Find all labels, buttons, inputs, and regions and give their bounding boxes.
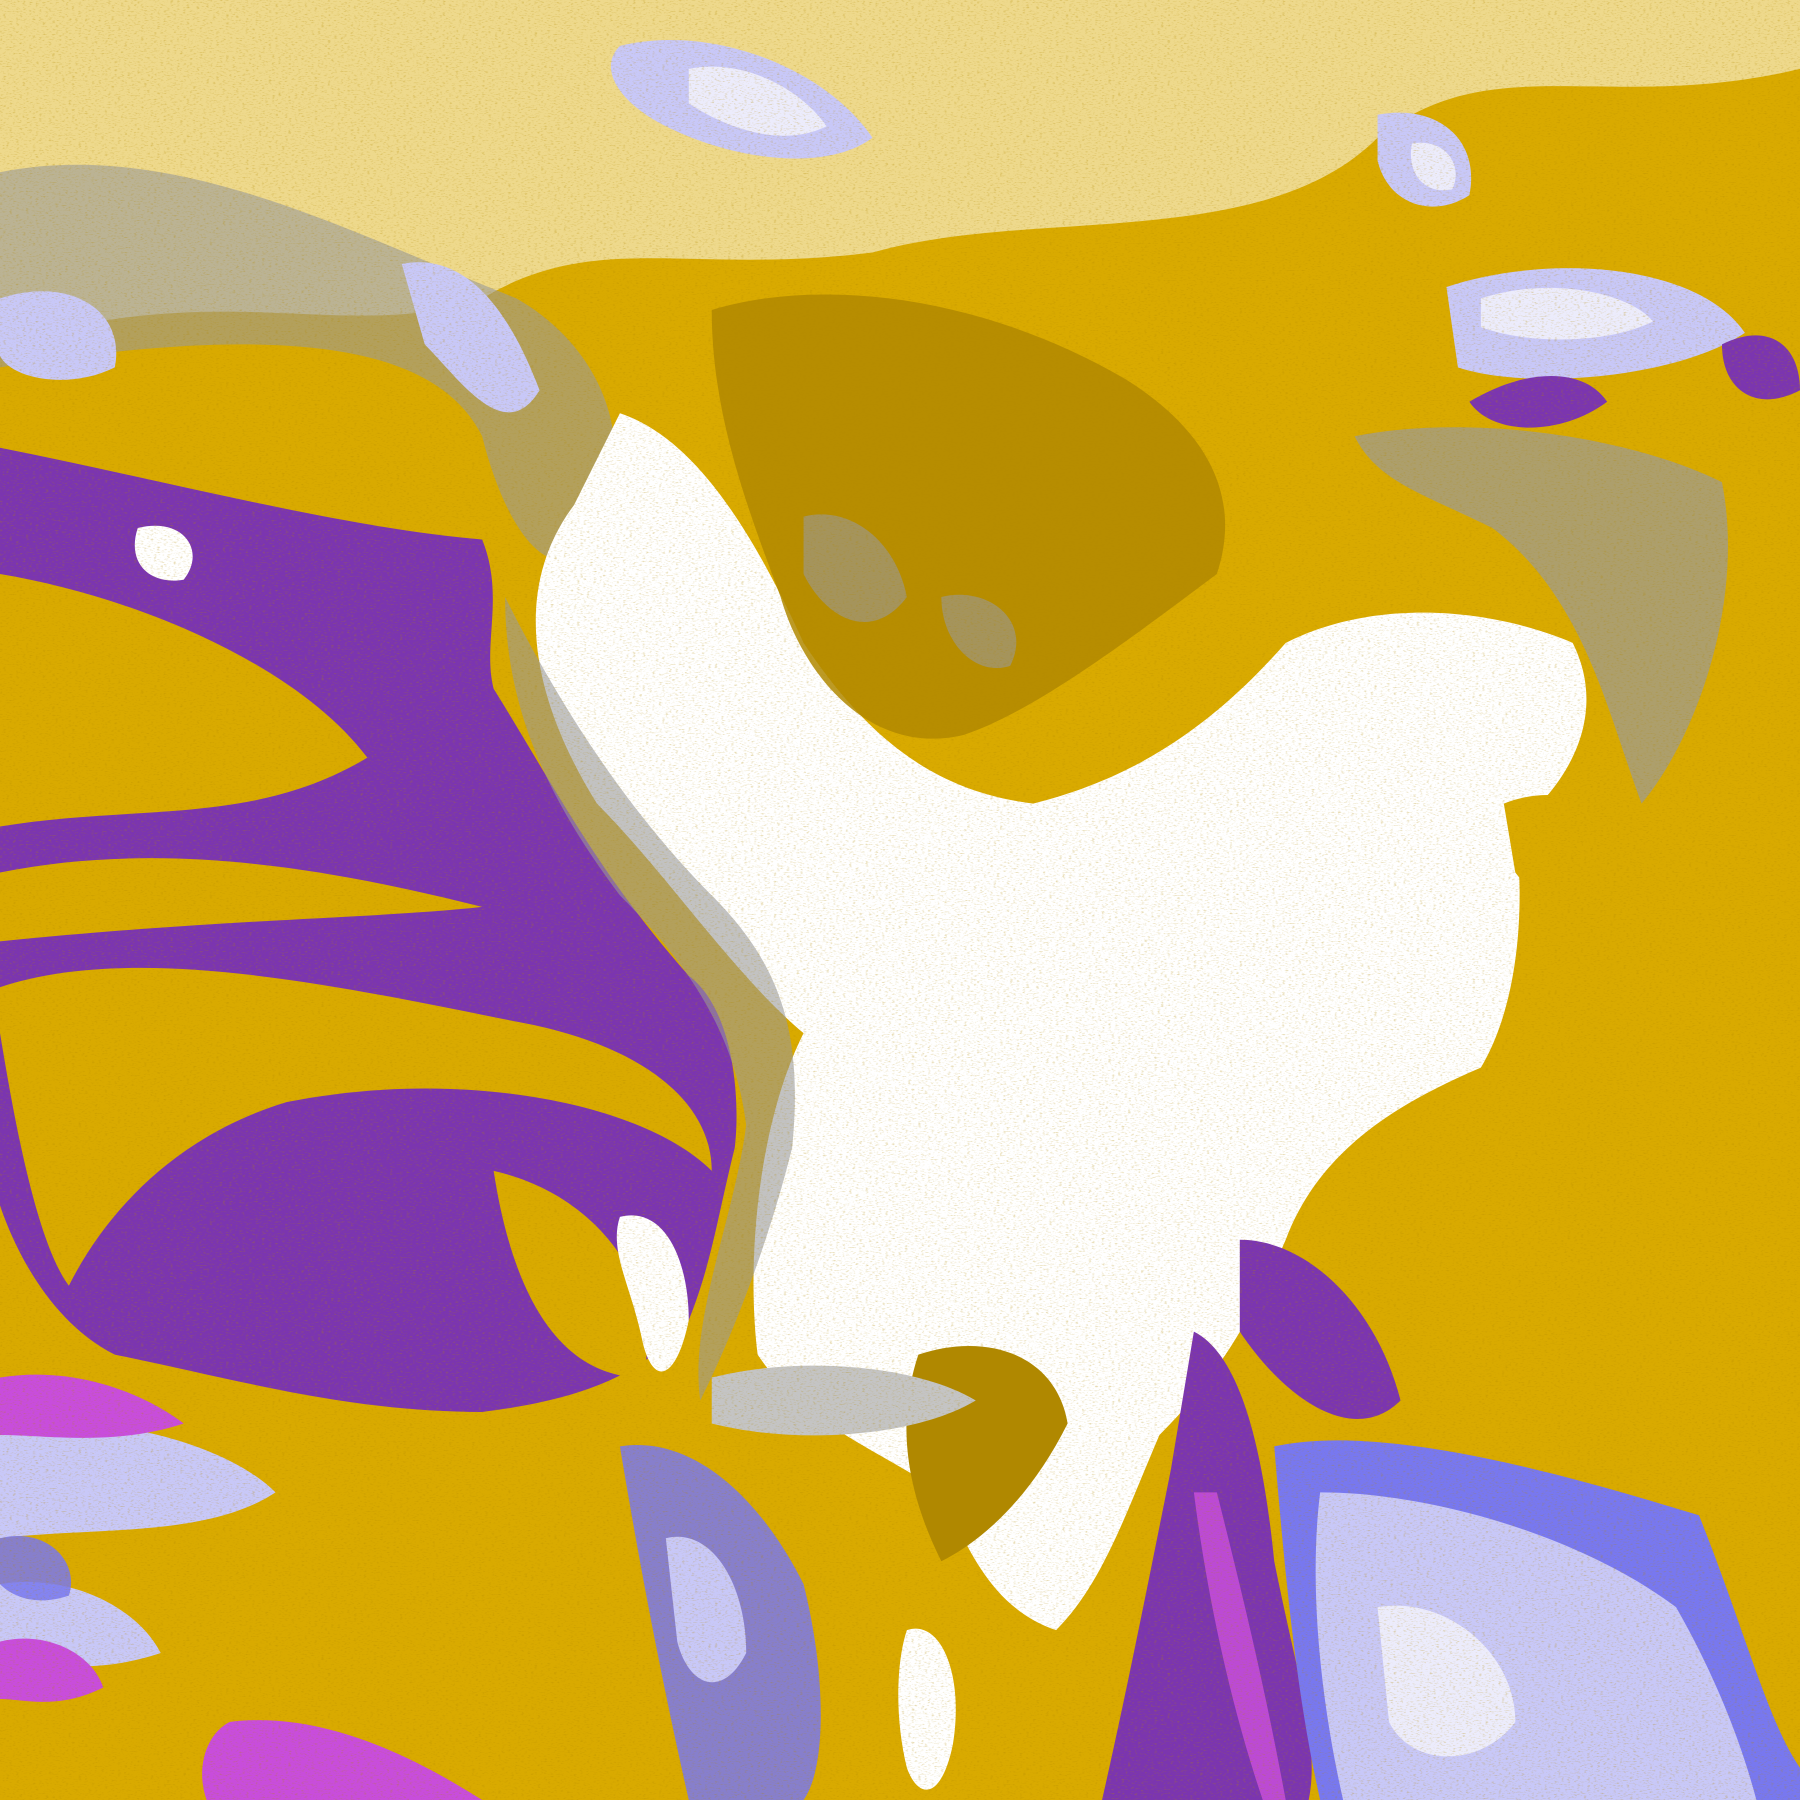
cloud-texture-overlay [0,0,1800,1800]
satellite-image [0,0,1800,1800]
